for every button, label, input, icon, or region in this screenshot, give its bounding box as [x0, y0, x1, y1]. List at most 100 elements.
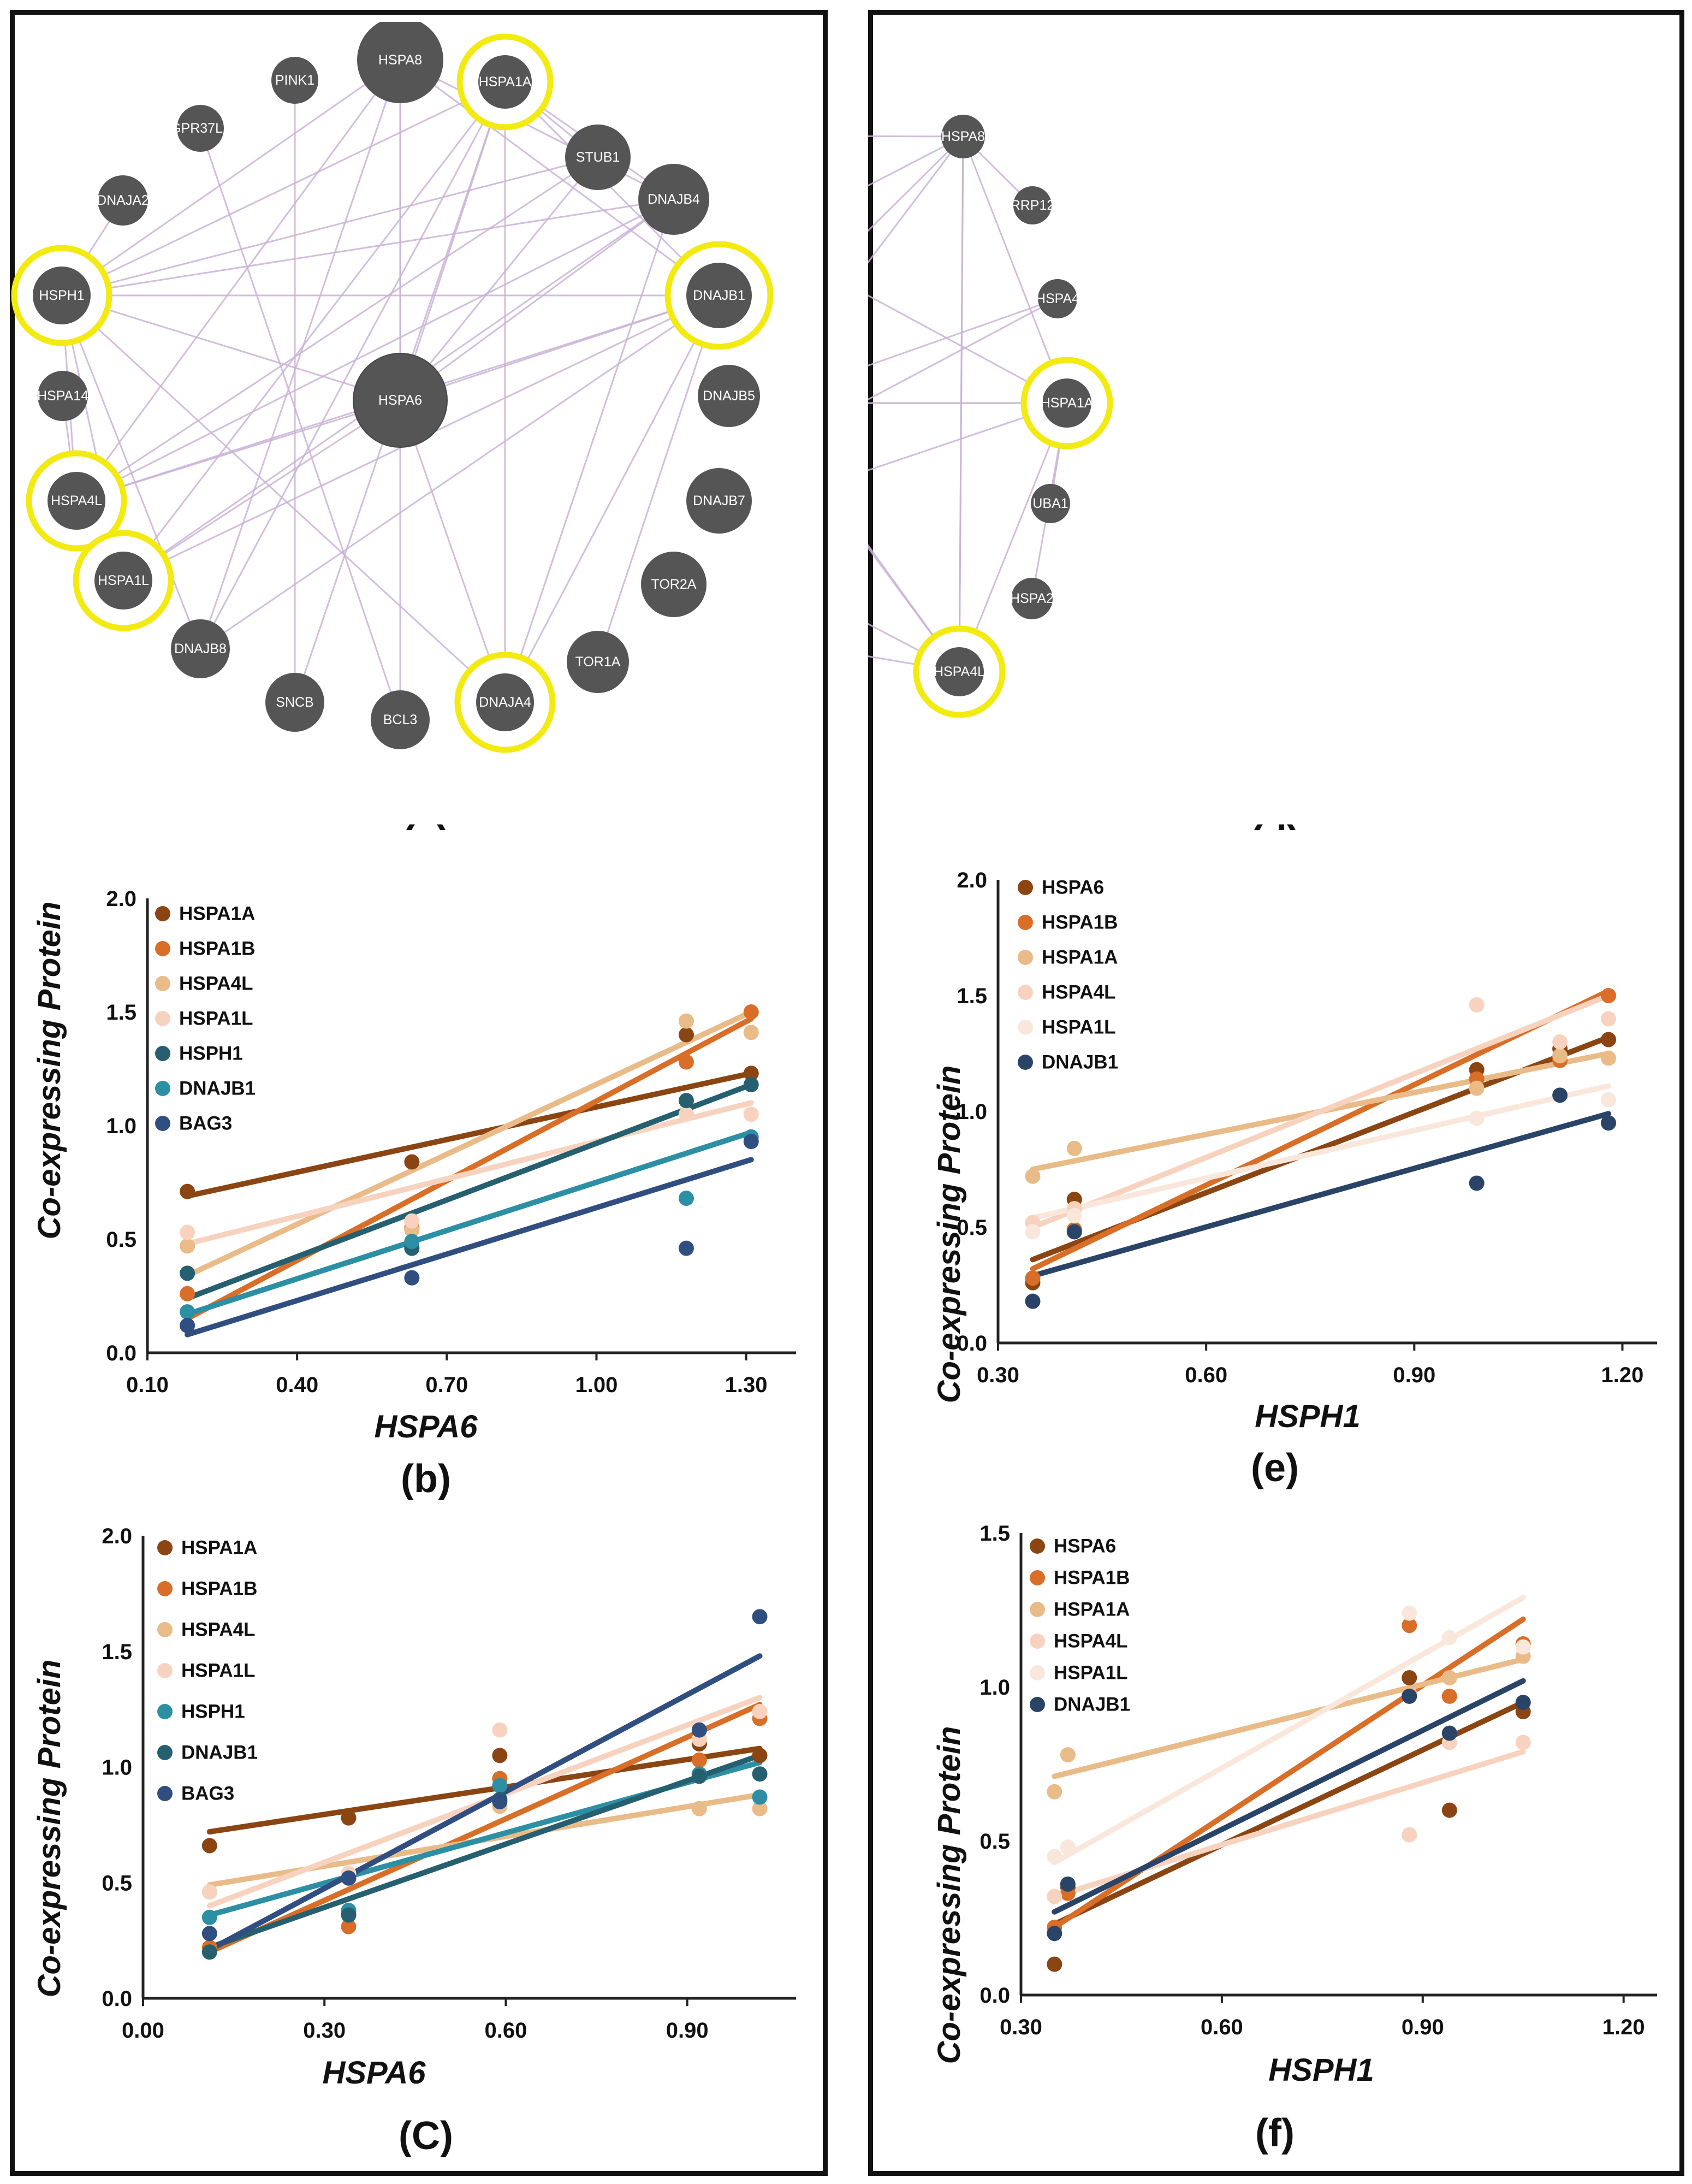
- node-hspa2[interactable]: [1011, 578, 1053, 619]
- point-dnajb1: [1402, 1688, 1417, 1704]
- network-a-edge: [400, 59, 674, 200]
- node-stub1[interactable]: [565, 125, 631, 190]
- node-hspa8[interactable]: [941, 115, 985, 158]
- node-dnajb7[interactable]: [686, 468, 752, 534]
- x-tick-label: 0.60: [1185, 1363, 1227, 1387]
- node-label-hspa1a: HSPA1A: [1041, 395, 1094, 411]
- point-dnajb1: [1047, 1926, 1062, 1942]
- node-dnajb8[interactable]: [171, 619, 230, 678]
- point-hspa1a: [180, 1183, 195, 1199]
- node-label-stub1: STUB1: [576, 150, 620, 165]
- x-axis-title: HSPA6: [374, 1409, 478, 1445]
- legend-marker-dnajb1: [1018, 1055, 1033, 1070]
- node-hspa14[interactable]: [38, 371, 88, 421]
- legend-marker-hspa1b: [1030, 1570, 1045, 1585]
- node-rrp12[interactable]: [1013, 186, 1052, 224]
- node-tor2a[interactable]: [641, 552, 707, 617]
- node-hspa4[interactable]: [1038, 279, 1077, 318]
- network-a: HSPA8 HSPA1A PINK1 STUB1 GPR37L1 DNAJB4 DNAJA2…: [11, 22, 774, 830]
- node-uba1[interactable]: [1031, 484, 1070, 523]
- node-label-dnajb8: DNAJB8: [174, 641, 227, 656]
- network-d-edge: [868, 135, 964, 187]
- point-hspa1l: [180, 1224, 195, 1240]
- network-d-edge: [868, 544, 960, 672]
- node-hspa4l[interactable]: [48, 472, 105, 530]
- network-a-edge: [76, 198, 674, 502]
- point-dnajb1: [1469, 1175, 1485, 1191]
- legend-marker-dnajb1: [1030, 1697, 1045, 1712]
- network-d-edge: [958, 136, 964, 672]
- point-dnajb1: [1060, 1876, 1076, 1892]
- point-hspa1a: [492, 1748, 508, 1763]
- legend-marker-hspa1a: [155, 906, 170, 921]
- y-tick-label: 0.0: [957, 1331, 987, 1356]
- panel-label-e: (e): [1251, 1446, 1299, 1490]
- node-gpr37l1[interactable]: [177, 105, 224, 152]
- trendline-dnajb1: [185, 1129, 754, 1317]
- node-pink1[interactable]: [271, 57, 318, 104]
- node-dnajb4[interactable]: [638, 164, 709, 235]
- node-dnajb5[interactable]: [698, 365, 760, 427]
- point-hspa4l: [1552, 1034, 1568, 1050]
- legend-marker-hspa1l: [1018, 1020, 1033, 1035]
- point-hspa1a: [1066, 1140, 1082, 1156]
- legend-marker-hspa1l: [157, 1663, 173, 1678]
- network-a-edge: [199, 81, 506, 649]
- network-a-edge: [399, 400, 506, 703]
- node-dnajb1[interactable]: [686, 263, 752, 328]
- point-hspa1a: [678, 1027, 694, 1043]
- node-hspa1a[interactable]: [1042, 378, 1091, 428]
- node-dnaja2[interactable]: [98, 175, 148, 226]
- legend-marker-hspa4l: [155, 976, 170, 991]
- trendline-hsph1: [185, 1082, 754, 1301]
- network-d-edge: [868, 135, 964, 232]
- x-axis-title: HSPA6: [322, 2055, 426, 2091]
- network-d-edge: [868, 655, 960, 673]
- point-bag3: [341, 1870, 357, 1886]
- y-axis-title: Co-expressing Protein: [931, 1726, 967, 2064]
- node-hspa1a[interactable]: [478, 55, 532, 109]
- node-bcl3[interactable]: [371, 690, 430, 749]
- x-tick-label: 1.20: [1601, 1363, 1644, 1387]
- point-hspa4l: [752, 1801, 768, 1816]
- point-bag3: [180, 1318, 195, 1334]
- panel-label-d: (d): [1250, 818, 1300, 830]
- point-hspa1a: [743, 1066, 759, 1081]
- node-hspa8[interactable]: [357, 22, 443, 103]
- legend-label-hspa1a: HSPA1A: [1042, 947, 1118, 968]
- trendline-bag3: [185, 1157, 754, 1337]
- node-hspa4l[interactable]: [935, 647, 984, 696]
- y-tick-label: 1.0: [979, 1676, 1010, 1700]
- node-sncb[interactable]: [265, 673, 324, 732]
- point-dnajb1: [1066, 1224, 1082, 1240]
- node-hsph1[interactable]: [33, 267, 91, 324]
- trendline-bag3: [206, 1653, 763, 1953]
- y-axis-title: Co-expressing Protein: [931, 1066, 967, 1404]
- x-tick-label: 0.70: [425, 1373, 468, 1397]
- node-dnaja4[interactable]: [476, 673, 534, 731]
- point-hspa4l: [743, 1025, 759, 1040]
- node-hspa6[interactable]: [353, 353, 448, 448]
- node-label-uba1: UBA1: [1032, 496, 1068, 511]
- node-hspa1l[interactable]: [94, 552, 152, 609]
- network-a-edge: [122, 81, 506, 581]
- legend-label-hspa1b: HSPA1B: [1054, 1567, 1130, 1589]
- node-tor1a[interactable]: [567, 631, 629, 693]
- network-d-edge: [958, 403, 1068, 672]
- x-tick-label: 0.90: [1402, 2015, 1444, 2039]
- point-hspa1b: [1025, 1270, 1041, 1286]
- legend-marker-hsph1: [157, 1704, 173, 1719]
- point-bag3: [752, 1609, 768, 1625]
- left-panel-frame: [10, 10, 828, 2176]
- point-dnajb1: [201, 1944, 217, 1960]
- chart-f: 0.0 0.5 1.0 1.5 0.30 0.60 0.90 1.20 HSPA6 HSPA1B H…: [931, 1522, 1657, 2155]
- legend-label-hspa4l: HSPA4L: [181, 1619, 256, 1641]
- y-tick-label: 1.5: [957, 984, 987, 1008]
- network-d-edge: [868, 135, 964, 138]
- point-hspa1a: [752, 1748, 768, 1763]
- network-d-edge: [962, 136, 1068, 404]
- point-hspa1l: [492, 1722, 508, 1738]
- point-bag3: [743, 1134, 759, 1150]
- point-dnajb1: [1441, 1725, 1457, 1741]
- network-a-edge: [400, 59, 720, 297]
